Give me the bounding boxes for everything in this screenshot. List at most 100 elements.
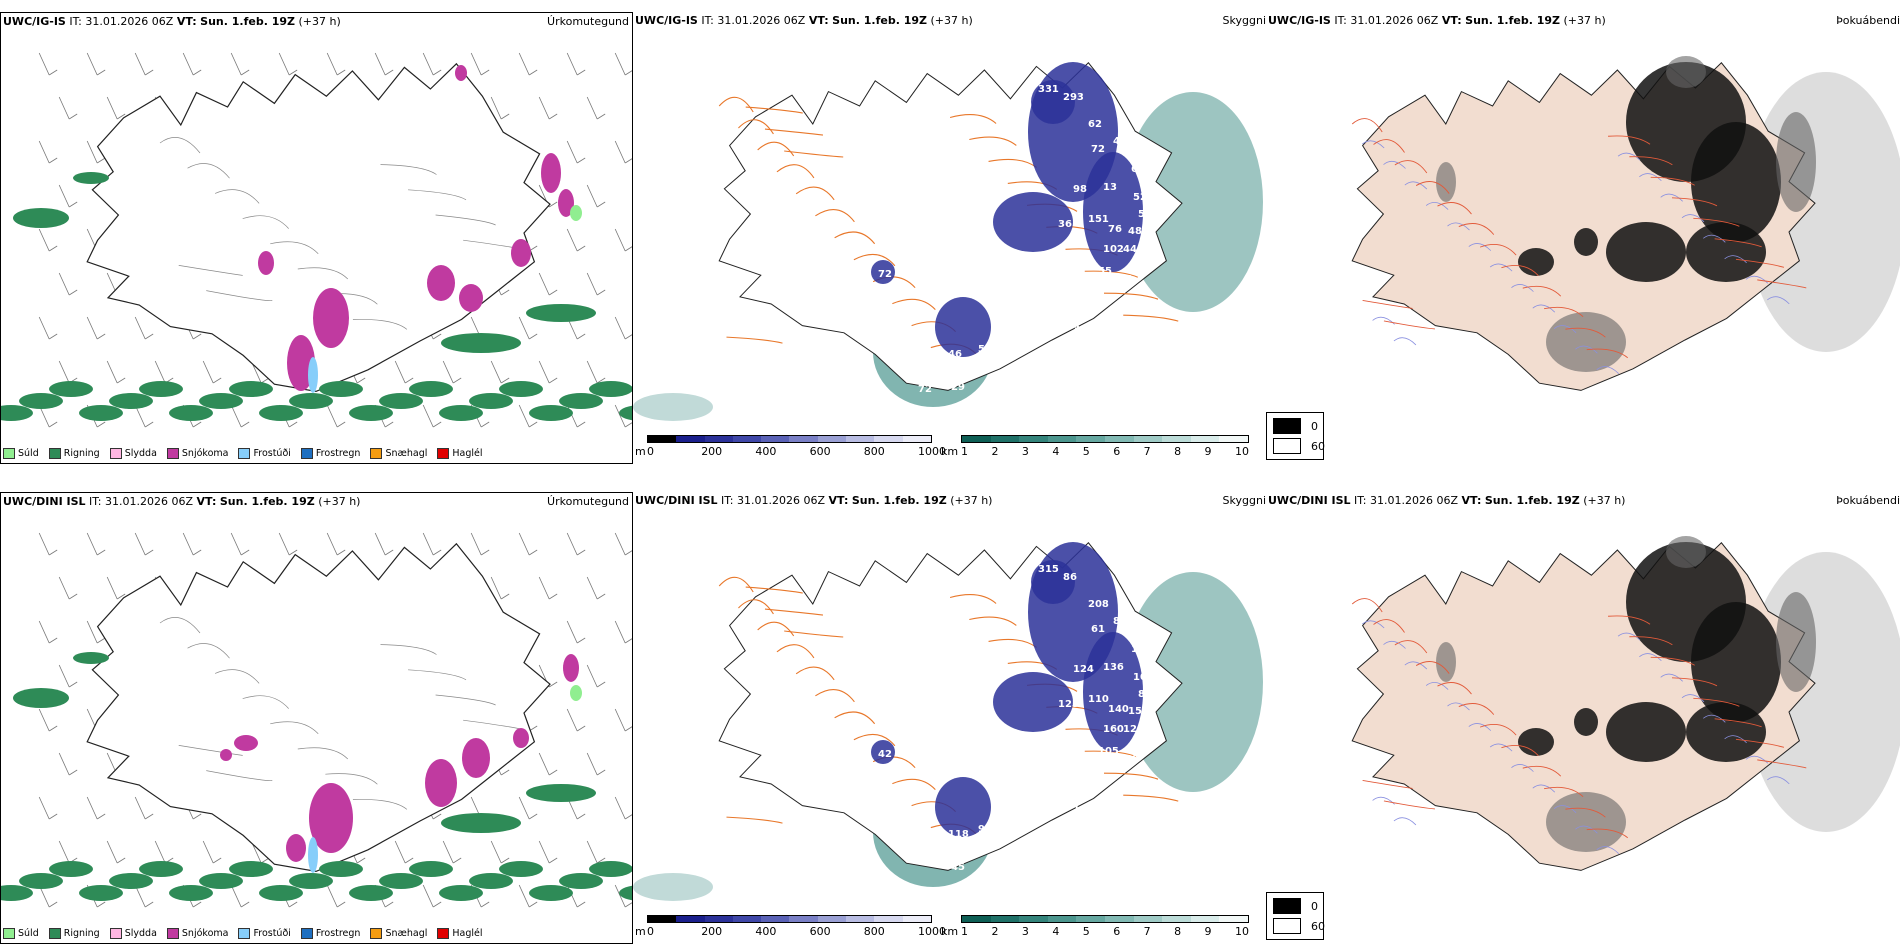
wind-barb xyxy=(596,377,606,384)
colorbar-tick: 6 xyxy=(1113,445,1121,458)
road-line xyxy=(297,747,349,760)
visibility-value-label: 39 xyxy=(1073,324,1087,335)
visibility-value-label: 29 xyxy=(951,382,965,393)
road-line xyxy=(738,599,774,615)
visibility-value-label: 13 xyxy=(1103,182,1117,193)
rain-area xyxy=(589,861,632,877)
legend-label: Haglél xyxy=(452,448,483,459)
visibility-value-label: 42 xyxy=(878,749,892,760)
snow-area xyxy=(287,335,315,391)
lead-time: (+37 h) xyxy=(950,494,993,507)
wind-barb xyxy=(144,901,154,908)
fog-dense-area xyxy=(1691,122,1781,242)
freezing-drizzle-area xyxy=(308,357,318,393)
legend-item: Frostregn xyxy=(300,448,360,459)
wind-barb xyxy=(500,377,510,384)
vt-label: VT: xyxy=(808,14,829,27)
wind-barb xyxy=(538,96,550,120)
wind-barb xyxy=(548,857,558,864)
wind-barb xyxy=(404,857,414,864)
vt-label: VT: xyxy=(828,494,849,507)
visibility-value-label: 118 xyxy=(948,829,969,840)
visibility-value-label: 293 xyxy=(1063,92,1084,103)
wind-barb xyxy=(134,532,146,556)
road-line xyxy=(738,119,774,135)
road-line xyxy=(187,163,230,179)
wind-barb xyxy=(624,158,632,164)
road-line xyxy=(764,128,824,136)
colorbar-tick: 600 xyxy=(809,925,831,938)
fog-key-swatch xyxy=(1273,438,1301,454)
low-cloud-area xyxy=(935,777,991,837)
model-name: UWC/IG-IS xyxy=(3,15,66,28)
legend-item: Haglél xyxy=(437,448,483,459)
legend-swatch xyxy=(238,448,251,459)
river-line xyxy=(1724,255,1747,264)
colorbar-tick: 800 xyxy=(863,445,885,458)
wind-barb xyxy=(326,404,338,428)
colorbar-segment xyxy=(648,916,677,922)
road-line xyxy=(745,106,803,114)
wind-barb xyxy=(538,360,550,384)
river-line xyxy=(1575,825,1598,834)
wind-barb xyxy=(58,664,70,688)
rain-area xyxy=(526,304,596,322)
wind-barb xyxy=(442,840,454,864)
wind-barb xyxy=(518,316,530,340)
road-line xyxy=(764,608,824,616)
colorbar-strip xyxy=(647,915,932,923)
fog-panel-row2: UWC/DINI ISL IT: 31.01.2026 06Z VT: Sun.… xyxy=(1266,492,1900,944)
wind-barb xyxy=(548,377,558,384)
road-line xyxy=(892,298,936,311)
visibility-value-label: 44 xyxy=(1123,244,1137,255)
wind-barb xyxy=(288,69,298,76)
river-line xyxy=(1639,173,1662,182)
wind-barb xyxy=(384,69,394,76)
wind-barb xyxy=(182,52,194,76)
wind-barb xyxy=(202,840,214,864)
snow-area xyxy=(425,759,457,807)
colorbar-segment xyxy=(902,436,931,442)
fog-dense-area xyxy=(1686,222,1766,282)
colorbar-segment xyxy=(732,916,762,922)
fog-map xyxy=(1351,536,1900,871)
wind-barb xyxy=(58,96,70,120)
fog-key-row: 0 xyxy=(1273,898,1318,914)
visibility-value-label: 136 xyxy=(1103,662,1124,673)
wind-barb xyxy=(336,549,346,556)
wind-barb xyxy=(356,857,366,864)
wind-barb xyxy=(144,421,154,428)
road-line xyxy=(1629,636,1673,646)
wind-barb xyxy=(490,360,502,384)
colorbar-tick: 9 xyxy=(1204,925,1212,938)
legend-item: Rigning xyxy=(48,928,100,939)
low-cloud-area xyxy=(871,740,895,764)
rain-area xyxy=(289,873,333,889)
rain-area xyxy=(199,873,243,889)
wind-barb xyxy=(624,902,632,908)
wind-barb xyxy=(394,840,406,864)
fog-moderate-area xyxy=(1546,312,1626,372)
rain-area xyxy=(79,885,123,901)
legend-item: Súld xyxy=(3,928,39,939)
precip-legend: Súld Rigning Slydda Snjókoma Frostúði Frostre… xyxy=(3,928,483,939)
wind-barb xyxy=(404,377,414,384)
rain-area xyxy=(439,885,483,901)
road-line xyxy=(1671,197,1718,207)
river-line xyxy=(1617,632,1641,641)
low-cloud-area xyxy=(935,297,991,357)
wind-barb xyxy=(624,726,632,732)
wind-barb xyxy=(86,620,98,644)
rain-area xyxy=(1,885,33,901)
wind-barb xyxy=(116,113,126,120)
rain-area xyxy=(289,393,333,409)
low-visibility-area xyxy=(633,873,713,901)
road-line xyxy=(1650,176,1695,186)
colorbar-segment xyxy=(1219,436,1248,442)
river-line xyxy=(1372,796,1395,805)
visibility-value-label: 62 xyxy=(1088,119,1102,130)
river-line xyxy=(1724,735,1747,744)
wind-barb xyxy=(192,813,202,820)
low-cloud-area xyxy=(871,260,895,284)
road-line xyxy=(1735,258,1785,268)
